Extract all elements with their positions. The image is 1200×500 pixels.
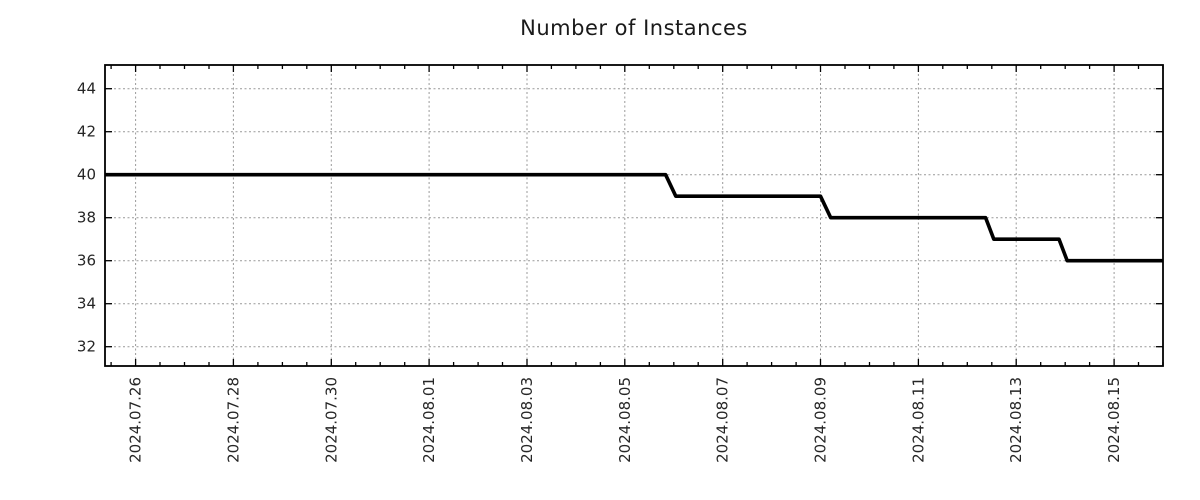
x-tick-label: 2024.08.09 <box>812 377 830 463</box>
x-tick-label: 2024.07.26 <box>127 377 145 463</box>
y-tick-label: 34 <box>77 295 96 313</box>
x-tick-label: 2024.07.30 <box>322 377 340 463</box>
x-tick-label: 2024.08.05 <box>616 377 634 463</box>
y-tick-label: 40 <box>77 166 96 184</box>
y-tick-label: 32 <box>77 338 96 356</box>
x-tick-label: 2024.07.28 <box>224 377 242 463</box>
x-tick-label: 2024.08.11 <box>909 377 927 463</box>
x-tick-label: 2024.08.01 <box>420 377 438 463</box>
x-tick-label: 2024.08.07 <box>714 377 732 463</box>
chart-title: Number of Instances <box>520 16 748 40</box>
x-tick-label: 2024.08.13 <box>1007 377 1025 463</box>
x-tick-label: 2024.08.15 <box>1105 377 1123 463</box>
y-tick-label: 44 <box>77 80 96 98</box>
y-tick-label: 38 <box>77 209 96 227</box>
y-tick-label: 42 <box>77 123 96 141</box>
x-tick-label: 2024.08.03 <box>518 377 536 463</box>
series-line-instances <box>105 172 1163 263</box>
y-tick-label: 36 <box>77 252 96 270</box>
plot-border <box>104 64 1164 367</box>
